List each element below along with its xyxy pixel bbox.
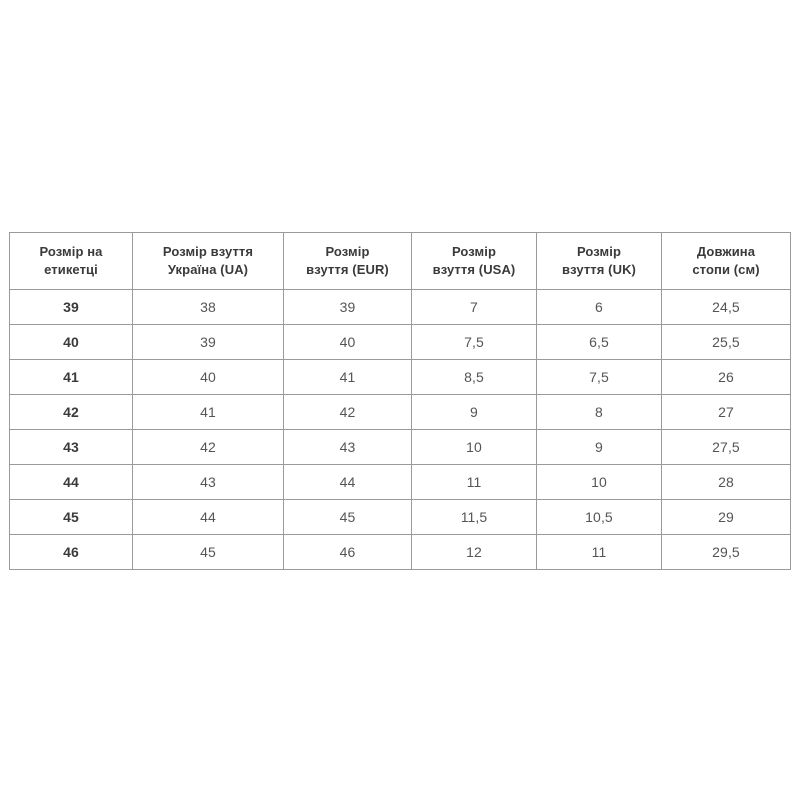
column-header-ua-line1: Розмір взуття (162, 244, 254, 260)
table-row: 41 40 41 8,5 7,5 26 (9, 359, 791, 395)
cell-ua: 43 (132, 464, 284, 500)
cell-eur: 39 (283, 289, 412, 325)
column-header-uk-line1: Розмір (576, 244, 622, 260)
cell-uk: 7,5 (536, 359, 662, 395)
cell-eur: 43 (283, 429, 412, 465)
cell-uk: 6 (536, 289, 662, 325)
column-header-ua-line2: Україна (UA) (167, 262, 249, 277)
cell-eur: 46 (283, 534, 412, 570)
table-row: 39 38 39 7 6 24,5 (9, 289, 791, 325)
cell-label: 42 (9, 394, 133, 430)
cell-usa: 9 (411, 394, 537, 430)
cell-foot-length: 28 (661, 464, 791, 500)
cell-uk: 11 (536, 534, 662, 570)
column-header-label-line2: етикетці (44, 262, 98, 277)
cell-foot-length: 24,5 (661, 289, 791, 325)
column-header-label-line1: Розмір на (39, 244, 103, 260)
column-header-foot-length-line2: стопи (см) (692, 262, 760, 277)
cell-label: 45 (9, 499, 133, 535)
table-row: 44 43 44 11 10 28 (9, 464, 791, 500)
table-row: 45 44 45 11,5 10,5 29 (9, 499, 791, 535)
cell-usa: 7,5 (411, 324, 537, 360)
cell-usa: 11,5 (411, 499, 537, 535)
cell-usa: 10 (411, 429, 537, 465)
column-header-label: Розмір на етикетці (9, 232, 133, 290)
column-header-usa: Розмір взуття (USA) (411, 232, 537, 290)
cell-foot-length: 27,5 (661, 429, 791, 465)
column-header-uk: Розмір взуття (UK) (536, 232, 662, 290)
cell-ua: 42 (132, 429, 284, 465)
size-chart-container: Розмір на етикетці Розмір взуття Україна… (9, 232, 791, 570)
cell-uk: 6,5 (536, 324, 662, 360)
cell-foot-length: 26 (661, 359, 791, 395)
cell-label: 43 (9, 429, 133, 465)
cell-uk: 8 (536, 394, 662, 430)
cell-foot-length: 27 (661, 394, 791, 430)
cell-ua: 44 (132, 499, 284, 535)
cell-uk: 10 (536, 464, 662, 500)
column-header-eur: Розмір взуття (EUR) (283, 232, 412, 290)
cell-label: 40 (9, 324, 133, 360)
column-header-ua: Розмір взуття Україна (UA) (132, 232, 284, 290)
cell-label: 41 (9, 359, 133, 395)
cell-eur: 40 (283, 324, 412, 360)
cell-usa: 7 (411, 289, 537, 325)
table-row: 40 39 40 7,5 6,5 25,5 (9, 324, 791, 360)
cell-foot-length: 29,5 (661, 534, 791, 570)
column-header-foot-length-line1: Довжина (696, 244, 756, 260)
table-row: 43 42 43 10 9 27,5 (9, 429, 791, 465)
cell-foot-length: 25,5 (661, 324, 791, 360)
table-body: 39 38 39 7 6 24,5 40 39 40 7,5 6,5 25,5 … (9, 289, 791, 570)
cell-label: 39 (9, 289, 133, 325)
cell-uk: 9 (536, 429, 662, 465)
table-header: Розмір на етикетці Розмір взуття Україна… (9, 232, 791, 290)
cell-usa: 8,5 (411, 359, 537, 395)
cell-ua: 38 (132, 289, 284, 325)
cell-eur: 41 (283, 359, 412, 395)
cell-ua: 39 (132, 324, 284, 360)
cell-eur: 45 (283, 499, 412, 535)
column-header-uk-line2: взуття (UK) (562, 262, 636, 277)
cell-eur: 42 (283, 394, 412, 430)
table-row: 42 41 42 9 8 27 (9, 394, 791, 430)
cell-uk: 10,5 (536, 499, 662, 535)
column-header-usa-line2: взуття (USA) (432, 262, 516, 277)
column-header-eur-line1: Розмір (325, 244, 370, 260)
column-header-eur-line2: взуття (EUR) (306, 262, 389, 277)
cell-foot-length: 29 (661, 499, 791, 535)
cell-label: 44 (9, 464, 133, 500)
cell-ua: 41 (132, 394, 284, 430)
header-row: Розмір на етикетці Розмір взуття Україна… (9, 232, 791, 290)
cell-usa: 11 (411, 464, 537, 500)
column-header-usa-line1: Розмір (451, 244, 497, 260)
shoe-size-conversion-table: Розмір на етикетці Розмір взуття Україна… (9, 232, 791, 570)
cell-ua: 45 (132, 534, 284, 570)
cell-eur: 44 (283, 464, 412, 500)
cell-label: 46 (9, 534, 133, 570)
cell-usa: 12 (411, 534, 537, 570)
cell-ua: 40 (132, 359, 284, 395)
column-header-foot-length: Довжина стопи (см) (661, 232, 791, 290)
table-row: 46 45 46 12 11 29,5 (9, 534, 791, 570)
